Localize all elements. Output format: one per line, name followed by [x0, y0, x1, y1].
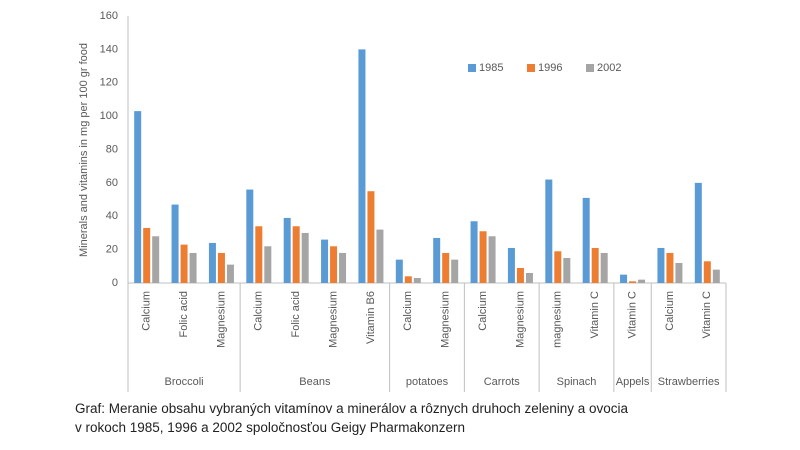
bar — [217, 252, 225, 283]
bar — [152, 236, 160, 283]
x-tick-label: Calcium — [253, 291, 265, 331]
x-tick-label: Calcium — [477, 291, 489, 331]
bar — [525, 272, 533, 283]
group-label: Beans — [299, 376, 331, 388]
bar — [666, 252, 674, 283]
bar — [404, 276, 412, 283]
legend-swatch — [527, 64, 535, 72]
x-tick-label: Magnesium — [215, 291, 227, 348]
bar — [507, 247, 515, 283]
y-tick-label: 100 — [100, 110, 118, 122]
bar — [208, 242, 216, 283]
bar — [712, 269, 720, 283]
bar — [545, 179, 553, 283]
bar — [470, 221, 478, 283]
y-tick-label: 120 — [100, 77, 118, 89]
y-tick-label: 160 — [100, 10, 118, 22]
bar — [413, 277, 421, 283]
legend-swatch — [468, 64, 476, 72]
bar — [171, 204, 179, 283]
x-tick-label: Magnesium — [440, 291, 452, 348]
bar — [283, 217, 291, 283]
y-axis-label: Minerals and vitamins in mg per 100 gr f… — [78, 43, 90, 257]
x-tick-label: Calcium — [664, 291, 676, 331]
bar — [339, 252, 347, 283]
bar — [638, 279, 646, 283]
bar — [563, 257, 571, 283]
bar — [582, 197, 590, 283]
group-label: Appels — [616, 376, 650, 388]
bar — [226, 264, 234, 283]
bar — [134, 111, 142, 284]
x-tick-label: Calcium — [141, 291, 153, 331]
bar — [189, 252, 197, 283]
bar — [488, 236, 496, 283]
x-tick-label: Magnesium — [514, 291, 526, 348]
caption: v rokoch 1985, 1996 a 2002 spoločnosťou … — [75, 420, 465, 435]
x-tick-label: Folic acid — [290, 291, 302, 337]
bar — [451, 259, 459, 283]
bar — [330, 246, 338, 283]
bar — [657, 247, 665, 283]
bar — [629, 281, 637, 283]
group-label: Spinach — [557, 376, 597, 388]
bar — [395, 259, 403, 283]
legend-label: 2002 — [597, 62, 621, 74]
bar — [367, 191, 375, 283]
y-tick-label: 0 — [112, 277, 118, 289]
bar — [620, 274, 628, 283]
y-tick-label: 80 — [106, 143, 118, 155]
bar — [255, 226, 263, 283]
bar — [376, 229, 384, 283]
bar — [694, 182, 702, 283]
bar — [358, 49, 366, 283]
bar — [180, 244, 188, 283]
bar — [321, 239, 329, 283]
bar — [292, 226, 300, 283]
y-tick-label: 60 — [106, 177, 118, 189]
x-tick-label: Vitamin C — [589, 291, 601, 339]
bar — [516, 267, 524, 283]
legend-label: 1996 — [538, 62, 562, 74]
group-label: potatoes — [406, 376, 449, 388]
x-tick-label: magnesium — [552, 291, 564, 348]
x-tick-label: Vitamin B6 — [365, 291, 377, 344]
bar — [703, 261, 711, 283]
bar — [479, 231, 487, 283]
group-label: Broccoli — [165, 376, 204, 388]
bar — [433, 237, 441, 283]
bar — [143, 227, 151, 283]
y-tick-label: 20 — [106, 244, 118, 256]
x-tick-label: Folic acid — [178, 291, 190, 337]
y-tick-label: 140 — [100, 43, 118, 55]
legend-label: 1985 — [479, 62, 503, 74]
group-label: Carrots — [484, 376, 521, 388]
bar — [675, 262, 683, 283]
bar — [442, 252, 450, 283]
caption: Graf: Meranie obsahu vybraných vitamínov… — [75, 401, 629, 416]
group-label: Strawberries — [658, 376, 720, 388]
bar — [246, 189, 254, 283]
x-tick-label: Vitamin C — [626, 291, 638, 339]
x-tick-label: Calcium — [402, 291, 414, 331]
bar — [264, 246, 272, 283]
y-tick-label: 40 — [106, 210, 118, 222]
x-tick-label: Magnesium — [327, 291, 339, 348]
bar — [554, 251, 562, 283]
bar — [600, 252, 608, 283]
legend-swatch — [586, 64, 594, 72]
x-tick-label: Vitamin C — [701, 291, 713, 339]
bar — [301, 232, 309, 283]
bar — [591, 247, 599, 283]
